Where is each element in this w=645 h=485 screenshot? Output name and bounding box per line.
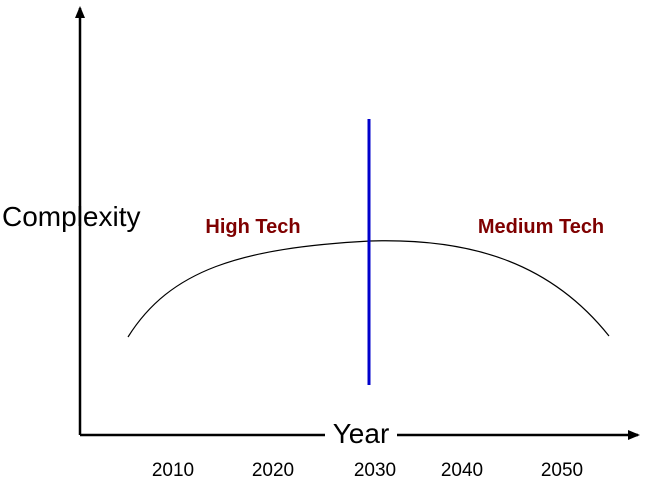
x-tick-label: 2030 (354, 460, 396, 481)
region-label-high-tech: High Tech (205, 216, 300, 238)
y-axis-label: Complexity (2, 201, 140, 232)
x-axis-label: Year (333, 418, 390, 449)
x-tick-label: 2040 (441, 460, 483, 481)
region-label-medium-tech: Medium Tech (478, 216, 604, 238)
x-tick-label: 2020 (252, 460, 294, 481)
x-tick-label: 2050 (541, 460, 583, 481)
x-axis-label-backdrop (325, 418, 397, 450)
x-tick-label: 2010 (152, 460, 194, 481)
